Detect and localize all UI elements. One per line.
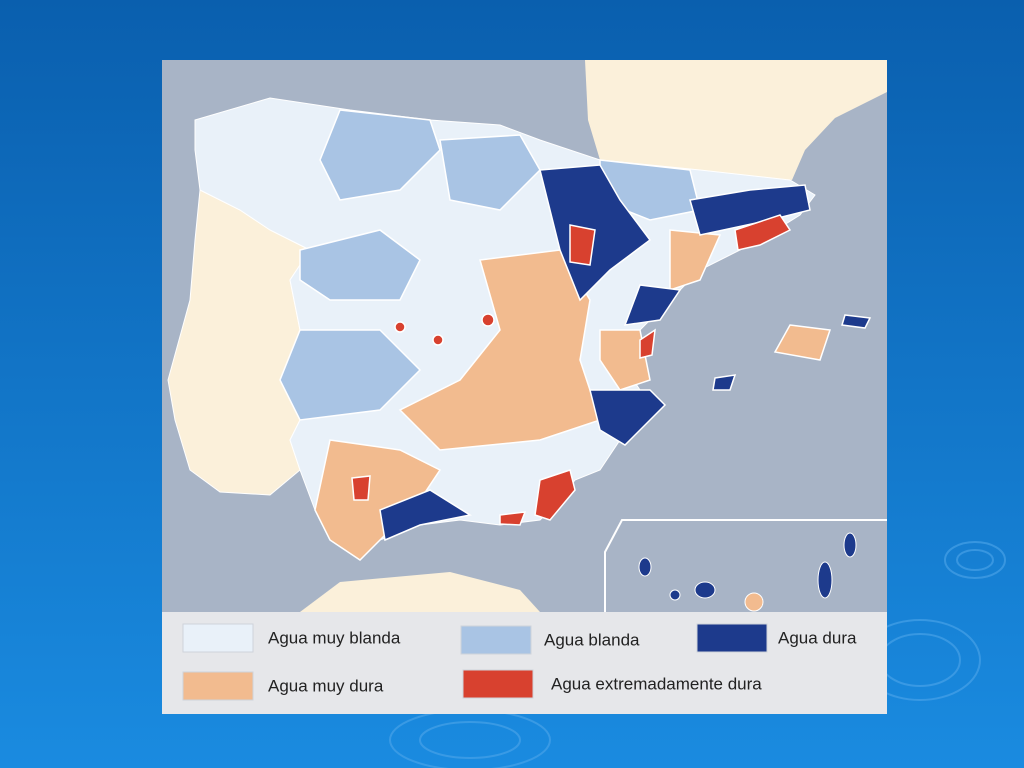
regions <box>279 109 872 561</box>
legend-label: Agua extremadamente dura <box>551 674 762 693</box>
legend: Agua muy blanda Agua blanda Agua dura Agua … <box>182 623 857 701</box>
canary-islands <box>638 532 857 612</box>
legend-label: Agua dura <box>778 628 857 647</box>
legend-swatch <box>182 623 254 653</box>
canary-inset-border <box>604 519 887 612</box>
legend-label: Agua muy blanda <box>268 628 401 647</box>
legend-label: Agua muy dura <box>268 676 384 695</box>
legend-swatch <box>462 669 534 699</box>
legend-swatch <box>460 625 532 655</box>
legend-swatch <box>696 623 768 653</box>
legend-swatch <box>182 671 254 701</box>
france <box>585 60 887 180</box>
legend-label: Agua blanda <box>544 630 640 649</box>
africa <box>300 572 540 612</box>
ripples <box>389 541 1006 768</box>
